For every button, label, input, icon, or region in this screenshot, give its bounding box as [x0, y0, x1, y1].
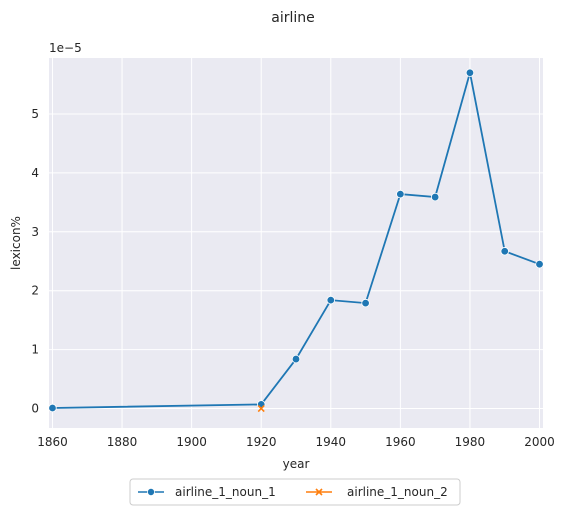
data-point [396, 189, 405, 199]
y-tick-label: 3 [31, 225, 39, 239]
data-point [535, 260, 544, 269]
series-line [52, 72, 540, 409]
legend-box [129, 478, 461, 506]
chart-title: airline [271, 10, 315, 26]
legend-label-series-2: airline_1_noun_2 [347, 485, 448, 499]
data-point [291, 354, 301, 364]
data-point [361, 298, 370, 308]
x-tick-label: 1860 [37, 435, 68, 449]
y-tick-label: 5 [31, 107, 39, 121]
legend-marker-series-1 [146, 487, 155, 496]
plot-area [49, 58, 543, 428]
legend-label-series-1: airline_1_noun_1 [175, 485, 276, 499]
axis-ticks: 1860 1880 1900 1920 1940 1960 1980 2000 0 1 2 3 4 5 [31, 107, 554, 449]
y-tick-label: 4 [31, 166, 39, 180]
series-2 [257, 404, 265, 413]
x-tick-label: 1940 [316, 435, 347, 449]
x-tick-label: 1880 [107, 435, 138, 449]
data-point [257, 400, 266, 409]
data-point [257, 404, 265, 413]
data-point [48, 403, 57, 413]
y-axis-label: lexicon% [9, 216, 23, 270]
series-layer [48, 68, 544, 413]
x-axis-label: year [283, 457, 310, 471]
x-tick-label: 1960 [385, 435, 416, 449]
data-point [500, 247, 509, 256]
y-tick-label: 2 [31, 284, 39, 298]
x-tick-label: 2000 [524, 435, 555, 449]
legend: airline_1_noun_1 airline_1_noun_2 [129, 478, 461, 506]
y-tick-label: 0 [31, 402, 39, 416]
y-exponent-label: 1e−5 [49, 41, 82, 55]
data-point [465, 68, 475, 77]
legend-marker-series-2 [315, 488, 323, 496]
grid [49, 58, 543, 428]
x-tick-label: 1980 [455, 435, 486, 449]
x-tick-label: 1900 [176, 435, 207, 449]
y-tick-label: 1 [31, 343, 39, 357]
x-tick-label: 1920 [246, 435, 277, 449]
data-point [430, 192, 440, 202]
data-point [326, 295, 335, 305]
